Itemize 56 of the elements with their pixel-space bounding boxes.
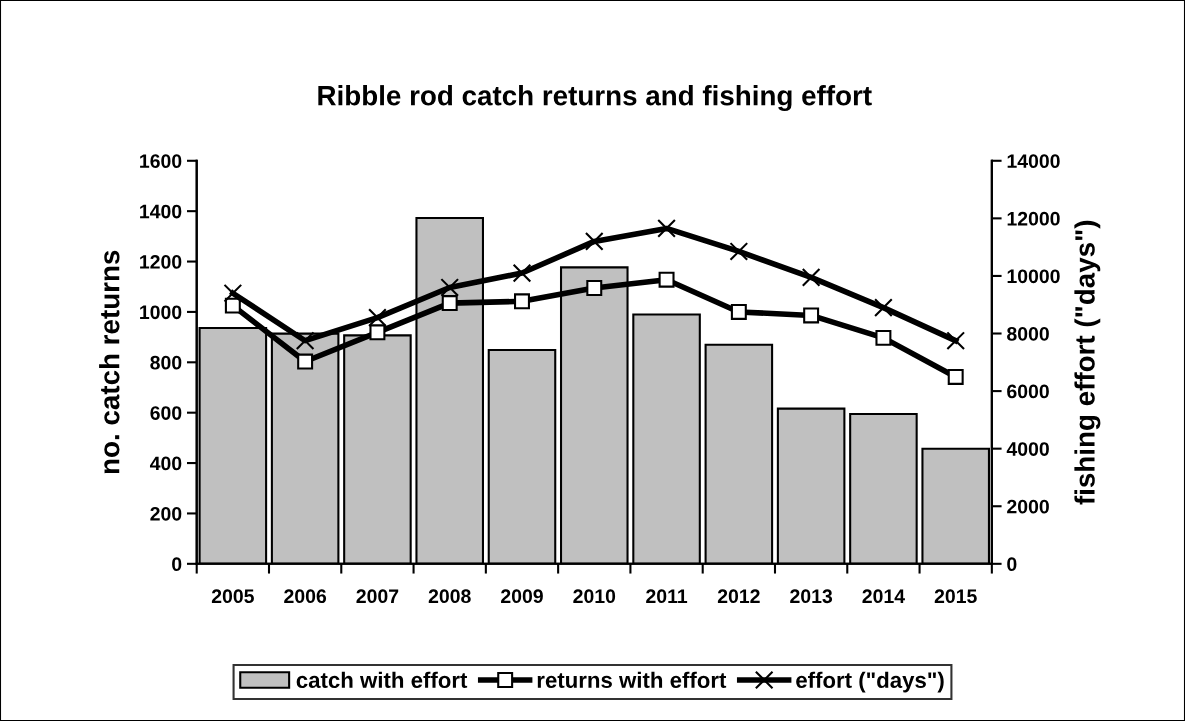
x-tick-label: 2015 xyxy=(934,589,977,604)
y-tick-label: 200 xyxy=(150,506,182,521)
x-tick-label: 2006 xyxy=(284,589,327,604)
point xyxy=(729,242,749,261)
y2-tick-label: 10000 xyxy=(1007,269,1060,284)
point xyxy=(224,297,241,314)
y2-tick-label: 4000 xyxy=(1006,442,1049,456)
x-tick-label: 2010 xyxy=(573,589,616,604)
point xyxy=(801,268,821,287)
chart-title: Ribble rod catch returns and fishing effort xyxy=(318,85,872,112)
y2-tick-label: 8000 xyxy=(1007,326,1049,341)
point xyxy=(874,298,893,317)
point xyxy=(441,295,458,312)
point xyxy=(297,353,314,370)
point xyxy=(803,307,820,324)
y-tick-label: 1200 xyxy=(140,255,182,269)
legend-label: returns with effort xyxy=(537,671,727,689)
y-tick-label: 800 xyxy=(150,355,182,370)
x-tick-label: 2013 xyxy=(790,589,833,604)
point xyxy=(586,280,603,296)
point xyxy=(657,219,676,238)
y2-tick-label: 12000 xyxy=(1007,211,1060,226)
x-tick-label: 2009 xyxy=(501,589,543,604)
x-tick-label: 2005 xyxy=(211,589,254,604)
x-tick-label: 2012 xyxy=(717,589,760,604)
x-tick-label: 2007 xyxy=(356,589,399,604)
legend-label: effort ("days") xyxy=(796,671,944,693)
point xyxy=(512,263,532,283)
y-tick-label: 1400 xyxy=(140,204,182,219)
y2-tick-label: 6000 xyxy=(1007,384,1049,399)
point xyxy=(946,331,966,351)
point xyxy=(658,271,675,288)
point xyxy=(875,329,892,346)
y2-tick-label: 14000 xyxy=(1007,154,1060,169)
x-tick-label: 2011 xyxy=(646,589,688,604)
point xyxy=(368,308,387,328)
y-tick-label: 400 xyxy=(149,456,182,471)
y-tick-label: 0 xyxy=(172,557,182,572)
y-tick-label: 1000 xyxy=(140,305,182,320)
point xyxy=(223,283,243,303)
y2-tick-label: 2000 xyxy=(1007,499,1049,514)
legend-label: catch with effort xyxy=(296,671,468,689)
y-tick-label: 600 xyxy=(150,406,182,420)
point xyxy=(369,324,386,341)
y2-tick-label: 0 xyxy=(1007,557,1017,572)
y2-axis-title: fishing effort ("days") xyxy=(1074,220,1101,505)
point xyxy=(514,293,530,310)
point xyxy=(584,232,604,251)
point xyxy=(947,368,964,385)
point xyxy=(295,331,315,351)
point xyxy=(440,278,460,297)
y-axis-title: no. catch returns xyxy=(99,250,120,474)
x-tick-label: 2014 xyxy=(862,589,905,604)
y-tick-label: 1600 xyxy=(140,154,182,169)
x-tick-label: 2008 xyxy=(428,589,471,604)
point xyxy=(730,303,747,320)
